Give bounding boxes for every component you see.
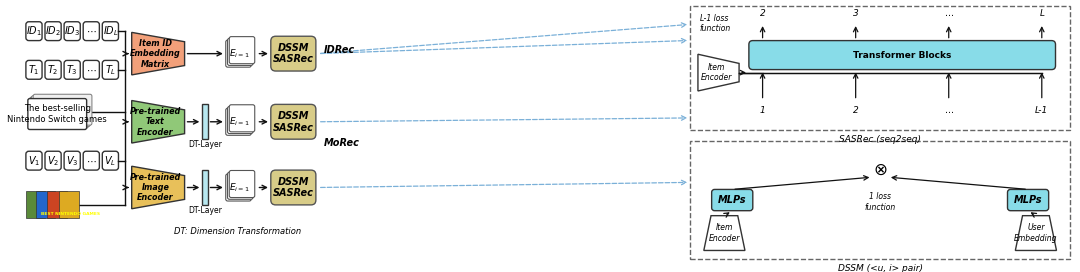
FancyBboxPatch shape — [226, 108, 252, 135]
FancyBboxPatch shape — [64, 60, 80, 79]
Text: $\cdots$: $\cdots$ — [944, 106, 954, 115]
Bar — [59, 191, 79, 218]
Text: $\cdots$: $\cdots$ — [86, 26, 96, 36]
FancyBboxPatch shape — [103, 22, 119, 41]
Text: Pre-trained
Text
Encoder: Pre-trained Text Encoder — [130, 107, 181, 137]
FancyBboxPatch shape — [83, 22, 99, 41]
Text: $V_1$: $V_1$ — [28, 154, 40, 168]
FancyBboxPatch shape — [1008, 189, 1049, 211]
FancyBboxPatch shape — [28, 98, 86, 129]
Text: $\otimes$: $\otimes$ — [873, 160, 888, 178]
FancyBboxPatch shape — [229, 171, 255, 197]
Text: $V_3$: $V_3$ — [66, 154, 79, 168]
Text: $ID_1$: $ID_1$ — [26, 24, 42, 38]
Text: MoRec: MoRec — [324, 138, 360, 148]
Text: DSSM
SASRec: DSSM SASRec — [273, 177, 314, 198]
Text: $T_L$: $T_L$ — [105, 63, 116, 77]
Text: The best-selling
Nintendo Switch games: The best-selling Nintendo Switch games — [8, 104, 107, 124]
Text: L: L — [1039, 9, 1044, 18]
Polygon shape — [1015, 216, 1056, 251]
Text: $V_L$: $V_L$ — [105, 154, 117, 168]
FancyBboxPatch shape — [271, 170, 315, 205]
Text: Item
Encoder: Item Encoder — [708, 223, 740, 243]
Text: $ID_2$: $ID_2$ — [45, 24, 62, 38]
Text: MLPs: MLPs — [718, 195, 746, 205]
FancyBboxPatch shape — [31, 96, 90, 126]
FancyBboxPatch shape — [748, 41, 1055, 70]
FancyBboxPatch shape — [64, 22, 80, 41]
FancyBboxPatch shape — [64, 151, 80, 170]
Text: 1 loss
function: 1 loss function — [864, 192, 895, 212]
Text: $\cdots$: $\cdots$ — [86, 156, 96, 166]
FancyBboxPatch shape — [271, 104, 315, 139]
Text: $\cdots$: $\cdots$ — [944, 9, 954, 18]
FancyBboxPatch shape — [271, 36, 315, 71]
FancyBboxPatch shape — [26, 60, 42, 79]
FancyBboxPatch shape — [226, 40, 252, 67]
FancyBboxPatch shape — [26, 22, 42, 41]
FancyBboxPatch shape — [229, 37, 255, 64]
FancyBboxPatch shape — [29, 97, 89, 128]
FancyBboxPatch shape — [229, 105, 255, 132]
Text: $T_1$: $T_1$ — [28, 63, 40, 77]
Bar — [202, 104, 207, 139]
Text: 2: 2 — [853, 106, 859, 115]
Text: L-1 loss
function: L-1 loss function — [700, 14, 731, 33]
Text: DT-Layer: DT-Layer — [188, 140, 221, 150]
Bar — [690, 141, 1070, 259]
Polygon shape — [704, 216, 745, 251]
Text: SASRec (seq2seq): SASRec (seq2seq) — [839, 135, 921, 144]
Bar — [48, 191, 67, 218]
Bar — [36, 191, 55, 218]
Text: DT: Dimension Transformation: DT: Dimension Transformation — [174, 227, 301, 236]
FancyBboxPatch shape — [103, 60, 119, 79]
Text: $ID_L$: $ID_L$ — [103, 24, 118, 38]
Text: $T_3$: $T_3$ — [66, 63, 78, 77]
Text: $E_{i=1}$: $E_{i=1}$ — [229, 116, 249, 128]
Polygon shape — [698, 54, 739, 91]
FancyBboxPatch shape — [45, 22, 62, 41]
Bar — [202, 170, 207, 205]
FancyBboxPatch shape — [712, 189, 753, 211]
Text: L-1: L-1 — [1035, 106, 1049, 115]
FancyBboxPatch shape — [226, 174, 252, 201]
Text: $E_{i=1}$: $E_{i=1}$ — [229, 47, 249, 60]
Polygon shape — [132, 101, 185, 143]
Text: Pre-trained
Image
Encoder: Pre-trained Image Encoder — [130, 173, 181, 202]
Polygon shape — [132, 32, 185, 75]
Bar — [26, 191, 45, 218]
FancyBboxPatch shape — [83, 151, 99, 170]
FancyBboxPatch shape — [228, 38, 253, 66]
Polygon shape — [132, 166, 185, 209]
Text: 1: 1 — [759, 106, 766, 115]
Text: BEST NINTENDO GAMES: BEST NINTENDO GAMES — [41, 212, 100, 216]
FancyBboxPatch shape — [83, 60, 99, 79]
Text: $ID_3$: $ID_3$ — [64, 24, 80, 38]
Text: Item
Encoder: Item Encoder — [701, 63, 732, 82]
Text: IDRec: IDRec — [324, 45, 355, 55]
FancyBboxPatch shape — [26, 151, 42, 170]
Text: $T_2$: $T_2$ — [48, 63, 58, 77]
Text: $V_2$: $V_2$ — [46, 154, 59, 168]
Text: 3: 3 — [853, 9, 859, 18]
Text: DSSM (<u, i> pair): DSSM (<u, i> pair) — [838, 264, 922, 272]
Text: DT-Layer: DT-Layer — [188, 206, 221, 215]
FancyBboxPatch shape — [45, 60, 62, 79]
Bar — [690, 6, 1070, 129]
Text: $\cdots$: $\cdots$ — [86, 65, 96, 75]
Text: User
Embedding: User Embedding — [1014, 223, 1057, 243]
FancyBboxPatch shape — [45, 151, 62, 170]
FancyBboxPatch shape — [228, 172, 253, 199]
FancyBboxPatch shape — [33, 94, 92, 125]
FancyBboxPatch shape — [228, 107, 253, 134]
Text: Item ID
Embedding
Matrix: Item ID Embedding Matrix — [130, 39, 180, 69]
Text: MLPs: MLPs — [1014, 195, 1042, 205]
Text: DSSM
SASRec: DSSM SASRec — [273, 43, 314, 64]
Text: $E_{i=1}$: $E_{i=1}$ — [229, 181, 249, 194]
Text: 2: 2 — [759, 9, 766, 18]
FancyBboxPatch shape — [103, 151, 119, 170]
Text: Transformer Blocks: Transformer Blocks — [853, 51, 951, 60]
Text: DSSM
SASRec: DSSM SASRec — [273, 111, 314, 132]
